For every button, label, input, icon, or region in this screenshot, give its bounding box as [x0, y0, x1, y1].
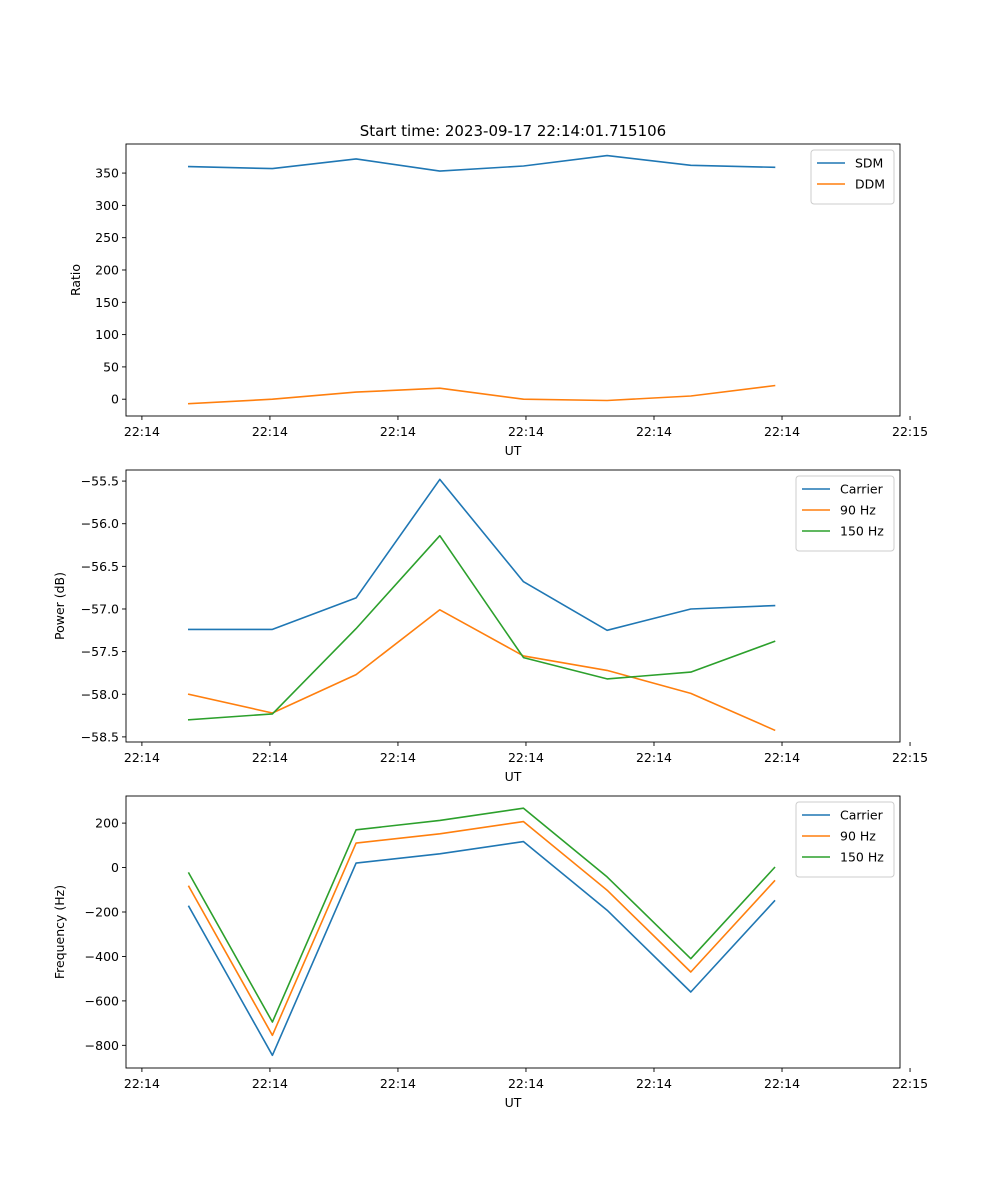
x-tick-label: 22:15: [892, 424, 928, 439]
series-line-90-hz: [187, 608, 776, 732]
legend-box: [795, 801, 895, 878]
y-tick-label: 200: [95, 262, 119, 277]
x-tick-label: 22:15: [892, 1076, 928, 1091]
axes-frame: [125, 469, 901, 743]
legend: Carrier 90 Hz 150 Hz: [795, 801, 895, 878]
y-tick-label: 0: [111, 860, 119, 875]
y-tick-label: 350: [95, 166, 119, 181]
legend: Carrier 90 Hz 150 Hz: [795, 475, 895, 552]
y-tick-label: −57.5: [81, 644, 119, 659]
y-tick-label: −600: [85, 993, 119, 1008]
x-tick-label: 22:14: [380, 1076, 416, 1091]
x-axis-label: UT: [505, 1095, 522, 1110]
x-axis-label: UT: [505, 769, 522, 784]
x-tick-label: 22:14: [252, 424, 288, 439]
series-line-carrier: [187, 840, 776, 1057]
y-tick-label: 300: [95, 198, 119, 213]
x-tick-label: 22:14: [636, 750, 672, 765]
y-tick-label: −400: [85, 949, 119, 964]
x-tick-label: 22:14: [380, 424, 416, 439]
y-tick-label: 0: [111, 392, 119, 407]
y-tick-label: 50: [103, 359, 119, 374]
y-tick-label: −55.5: [81, 474, 119, 489]
panel-1: 22:14 22:14 22:14 22:14 22:14 22:14 22:15 0 50 10…: [68, 143, 928, 458]
x-tick-label: 22:14: [124, 1076, 160, 1091]
x-tick-label: 22:14: [764, 424, 800, 439]
y-tick-label: −200: [85, 905, 119, 920]
legend-label: DDM: [855, 177, 885, 192]
x-tick-label: 22:14: [252, 750, 288, 765]
figure-title: Start time: 2023-09-17 22:14:01.715106: [360, 122, 666, 140]
y-tick-label: 150: [95, 295, 119, 310]
axes-frame: [125, 795, 901, 1069]
legend-box: [795, 475, 895, 552]
series-line-carrier: [188, 478, 776, 632]
legend-label: Carrier: [840, 482, 884, 497]
legend-label: 150 Hz: [840, 850, 884, 865]
panel-2: 22:14 22:14 22:14 22:14 22:14 22:14 22:15 −58.5…: [52, 469, 928, 784]
series-line-sdm: [187, 154, 776, 172]
y-tick-label: −57.0: [81, 601, 119, 616]
y-tick-label: 200: [95, 816, 119, 831]
panel-3: 22:14 22:14 22:14 22:14 22:14 22:14 22:15 −800 −…: [52, 795, 928, 1110]
x-tick-label: 22:14: [380, 750, 416, 765]
x-tick-label: 22:14: [764, 1076, 800, 1091]
y-axis-label: Ratio: [68, 264, 83, 296]
x-tick-label: 22:14: [252, 1076, 288, 1091]
y-tick-label: −56.0: [81, 516, 119, 531]
series-line-90-hz: [187, 820, 776, 1037]
legend-label: 90 Hz: [840, 503, 876, 518]
legend-label: 150 Hz: [840, 524, 884, 539]
x-tick-label: 22:14: [508, 750, 544, 765]
x-axis-label: UT: [505, 443, 522, 458]
series-line-150-hz: [187, 807, 776, 1023]
x-tick-label: 22:14: [764, 750, 800, 765]
series-line-150-hz: [187, 534, 776, 721]
panels: 22:14 22:14 22:14 22:14 22:14 22:14 22:15 0 50 10…: [52, 143, 928, 1110]
legend: SDM DDM: [810, 149, 895, 205]
legend-label: 90 Hz: [840, 829, 876, 844]
x-tick-label: 22:14: [508, 1076, 544, 1091]
x-tick-label: 22:14: [636, 1076, 672, 1091]
legend-label: SDM: [855, 156, 883, 171]
x-tick-label: 22:14: [636, 424, 672, 439]
series-line-ddm: [187, 384, 776, 405]
y-tick-label: 100: [95, 327, 119, 342]
y-tick-label: −800: [85, 1038, 119, 1053]
x-tick-label: 22:14: [124, 750, 160, 765]
y-axis-label: Power (dB): [52, 572, 67, 640]
x-tick-label: 22:15: [892, 750, 928, 765]
x-tick-label: 22:14: [124, 424, 160, 439]
x-tick-label: 22:14: [508, 424, 544, 439]
y-tick-label: 250: [95, 230, 119, 245]
y-axis-label: Frequency (Hz): [52, 885, 67, 979]
y-tick-label: −56.5: [81, 559, 119, 574]
legend-label: Carrier: [840, 808, 884, 823]
axes-frame: [125, 143, 901, 417]
y-tick-label: −58.0: [81, 687, 119, 702]
y-tick-label: −58.5: [81, 729, 119, 744]
